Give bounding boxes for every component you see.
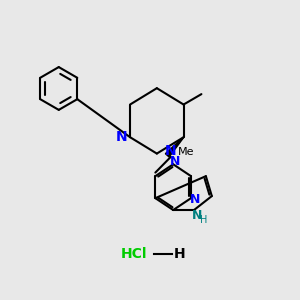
Text: Me: Me (178, 147, 194, 158)
Text: N: N (165, 144, 177, 158)
Text: N: N (116, 130, 127, 144)
Polygon shape (165, 137, 184, 157)
Text: H: H (200, 214, 207, 224)
Text: N: N (190, 193, 201, 206)
Text: H: H (174, 247, 185, 261)
Text: N: N (192, 209, 202, 222)
Text: HCl: HCl (120, 247, 147, 261)
Text: N: N (169, 155, 180, 168)
